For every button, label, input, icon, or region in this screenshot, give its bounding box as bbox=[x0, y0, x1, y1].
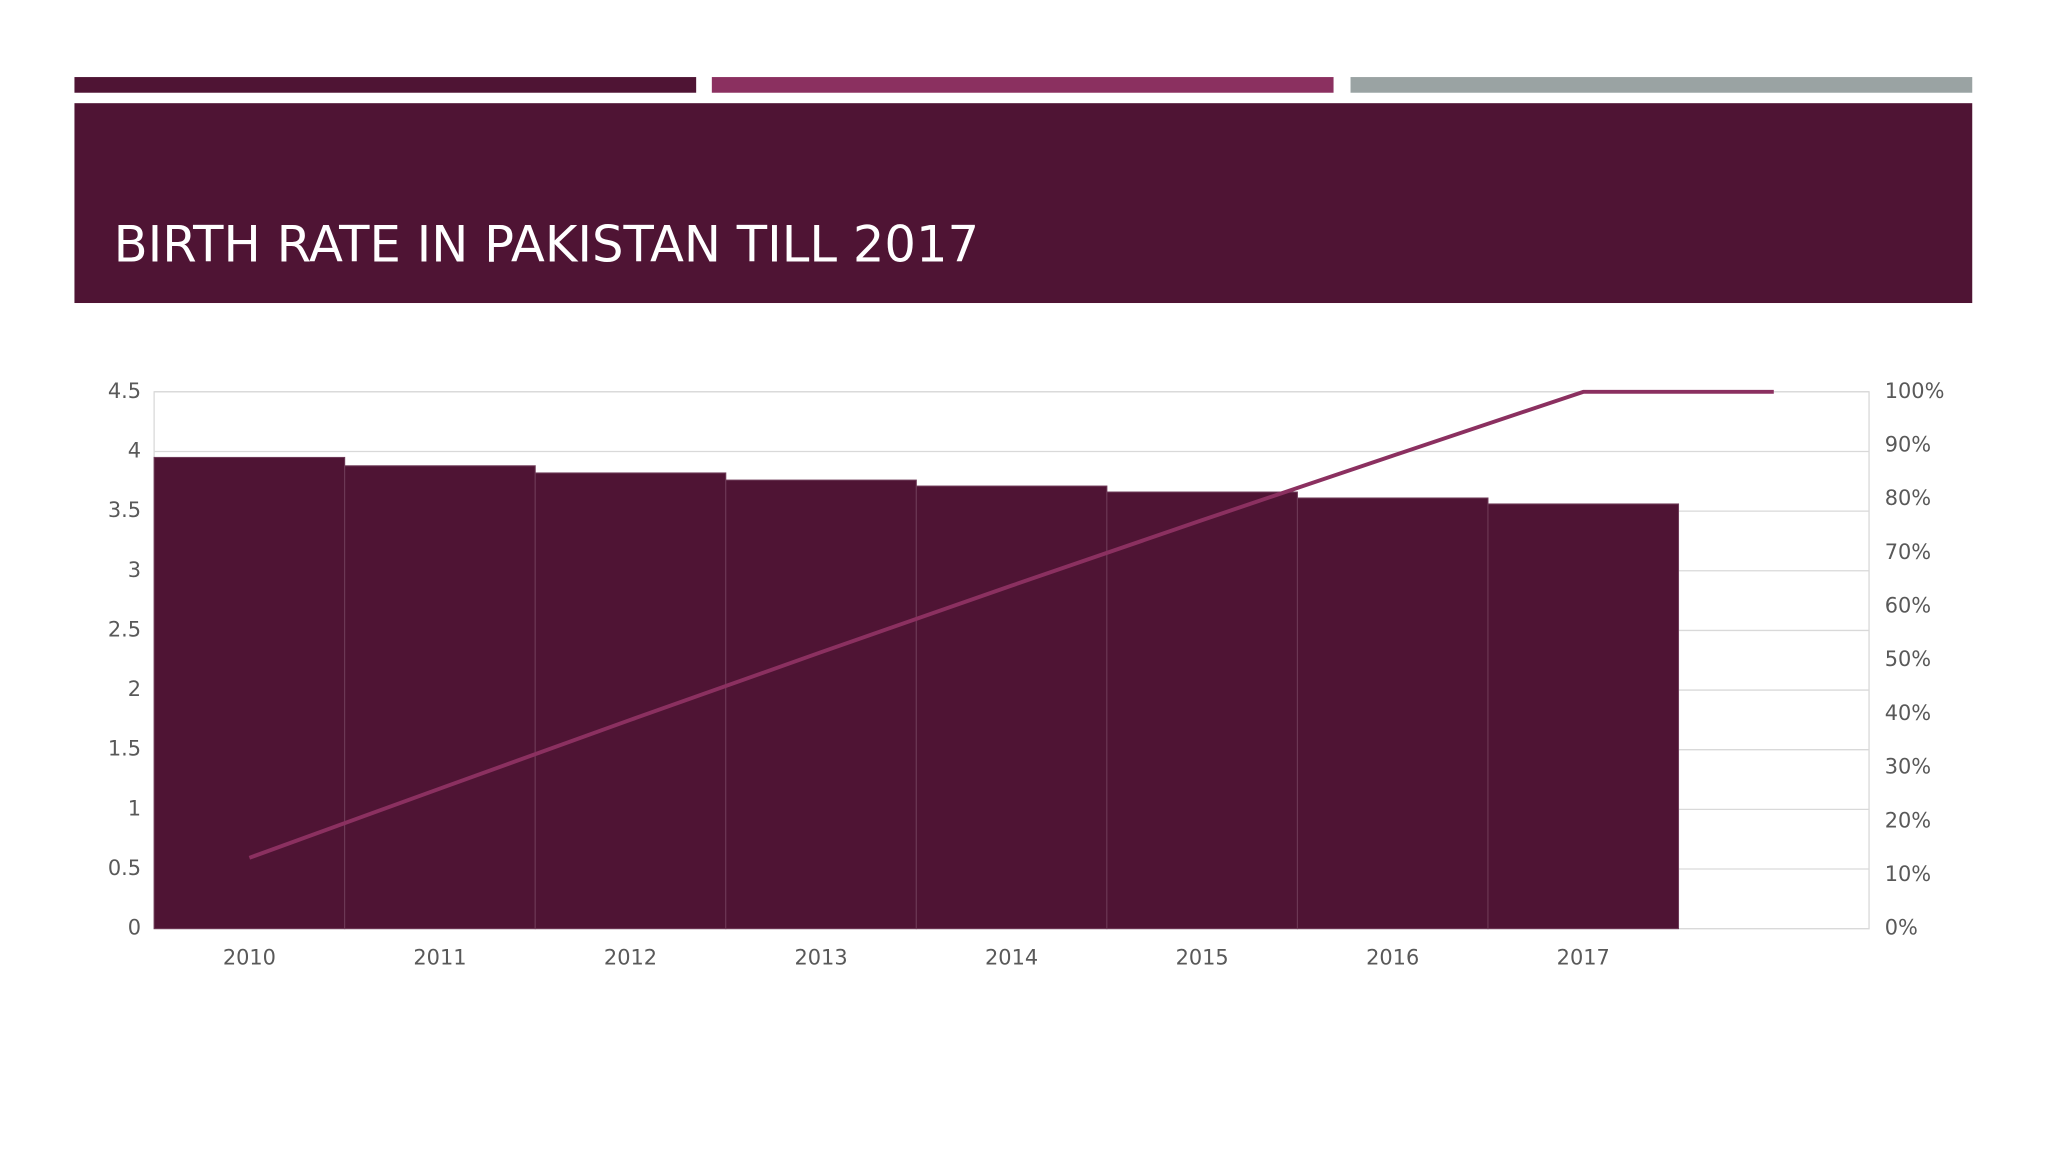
y2-tick-label: 100% bbox=[1885, 379, 1945, 403]
y2-tick-label: 70% bbox=[1885, 540, 1931, 564]
x-tick-label: 2011 bbox=[413, 946, 466, 970]
y2-tick-label: 40% bbox=[1885, 701, 1931, 725]
y2-tick-label: 0% bbox=[1885, 916, 1918, 940]
bar bbox=[1487, 503, 1680, 930]
x-tick-label: 2013 bbox=[794, 946, 847, 970]
x-tick-label: 2012 bbox=[604, 946, 657, 970]
accent-stripe bbox=[1350, 77, 1973, 93]
y-tick-label: 0.5 bbox=[108, 856, 141, 880]
y-tick-label: 0 bbox=[128, 916, 141, 940]
y-tick-label: 2 bbox=[128, 677, 141, 701]
y-tick-label: 3 bbox=[128, 558, 141, 582]
bar bbox=[1106, 491, 1298, 930]
y-tick-label: 1 bbox=[128, 796, 141, 820]
bar bbox=[153, 456, 346, 930]
y2-tick-label: 30% bbox=[1885, 755, 1931, 779]
y2-tick-label: 80% bbox=[1885, 486, 1931, 510]
x-tick-label: 2015 bbox=[1176, 946, 1229, 970]
y2-tick-label: 90% bbox=[1885, 433, 1931, 457]
title-banner bbox=[74, 103, 1973, 304]
y-tick-label: 3.5 bbox=[108, 498, 141, 522]
y-tick-label: 4.5 bbox=[108, 379, 141, 403]
accent-stripe bbox=[74, 77, 697, 93]
y-tick-label: 4 bbox=[128, 438, 141, 462]
bar bbox=[1296, 497, 1489, 930]
bar bbox=[344, 465, 536, 930]
x-tick-label: 2016 bbox=[1366, 946, 1419, 970]
accent-stripe bbox=[711, 77, 1334, 93]
y-tick-label: 2.5 bbox=[108, 617, 141, 641]
y2-tick-label: 60% bbox=[1885, 594, 1931, 618]
bar bbox=[915, 485, 1108, 930]
y2-tick-label: 20% bbox=[1885, 808, 1931, 832]
chart: 0 0.5 1 1.5 2 2.5 3 3.5 4 4.5 0% 10% 20% 30% 40% 50% 60%… bbox=[108, 379, 1945, 970]
line bbox=[248, 389, 1774, 860]
y2-tick-label: 50% bbox=[1885, 647, 1931, 671]
x-tick-label: 2017 bbox=[1557, 946, 1610, 970]
bar bbox=[725, 479, 917, 930]
y-tick-label: 1.5 bbox=[108, 737, 141, 761]
x-tick-label: 2014 bbox=[985, 946, 1038, 970]
y2-tick-label: 10% bbox=[1885, 862, 1931, 886]
chart-title: BIRTH RATE IN PAKISTAN TILL 2017 bbox=[114, 216, 979, 274]
x-tick-label: 2010 bbox=[223, 946, 276, 970]
bar bbox=[534, 472, 727, 930]
